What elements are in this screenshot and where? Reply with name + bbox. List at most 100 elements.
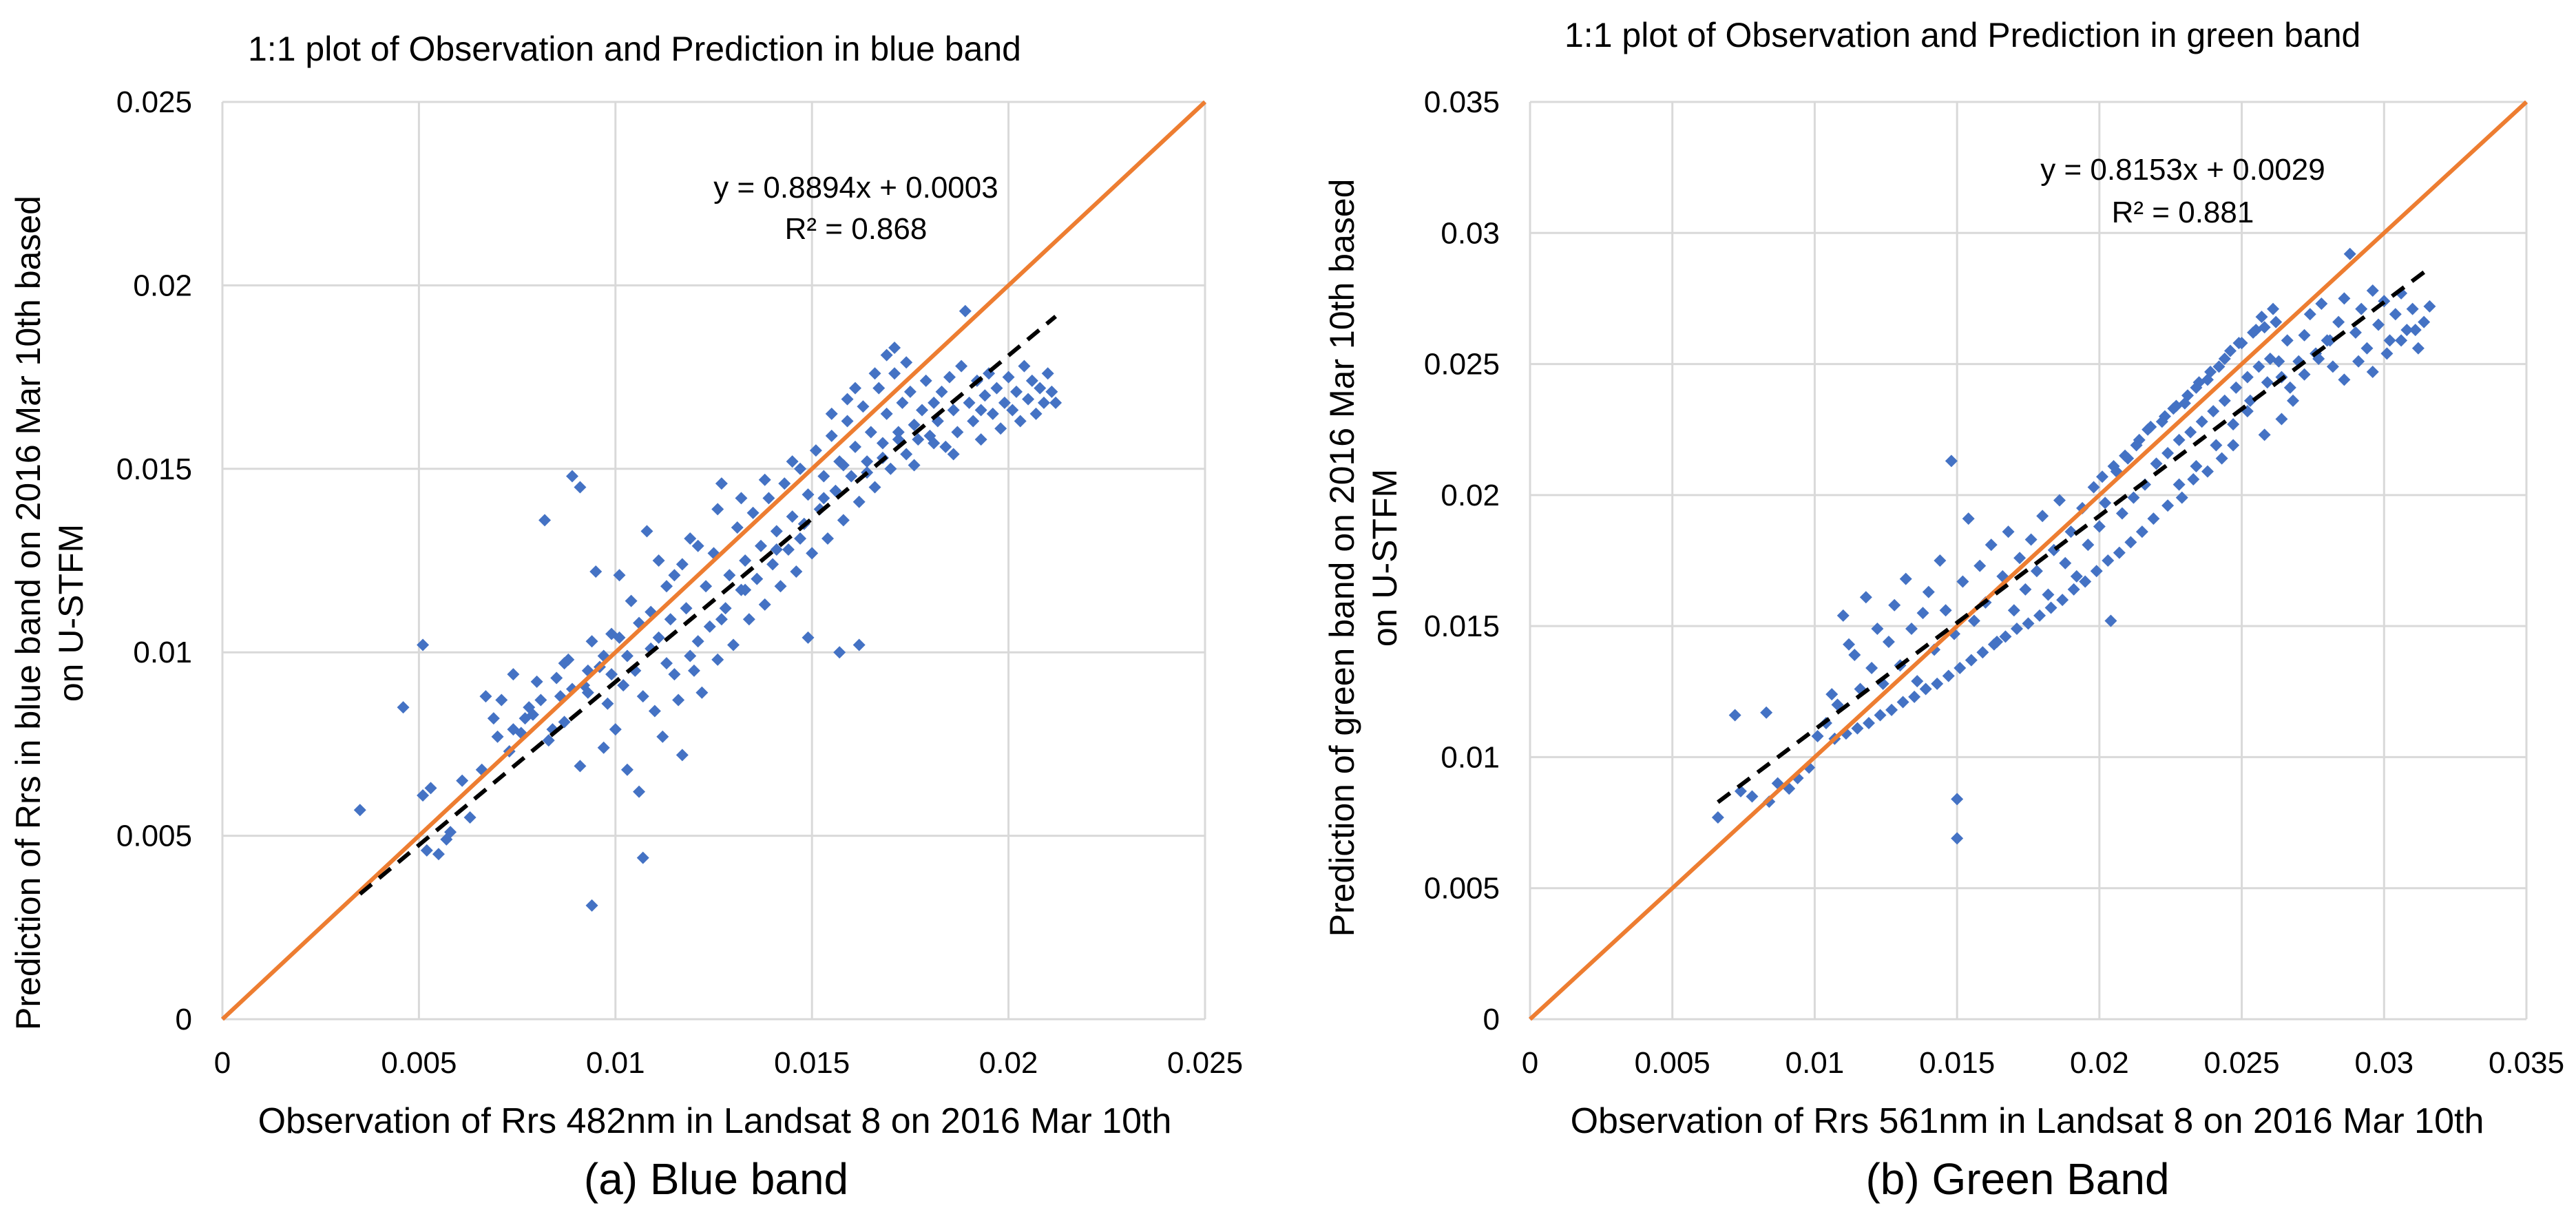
data-point bbox=[2033, 609, 2046, 622]
data-point bbox=[1956, 575, 1969, 588]
data-point bbox=[994, 422, 1007, 435]
data-point bbox=[821, 532, 835, 545]
data-point bbox=[2243, 394, 2256, 407]
data-point bbox=[2250, 324, 2263, 337]
data-point bbox=[1962, 512, 1975, 525]
data-point bbox=[2056, 594, 2069, 607]
data-point bbox=[892, 426, 905, 439]
data-point bbox=[2227, 418, 2240, 431]
data-point bbox=[620, 763, 633, 776]
data-point bbox=[1865, 662, 1878, 675]
data-point bbox=[2104, 614, 2117, 627]
data-point bbox=[2298, 368, 2311, 381]
y-tick-label: 0.005 bbox=[116, 820, 192, 853]
data-point bbox=[955, 359, 968, 373]
data-point bbox=[417, 789, 430, 802]
data-point bbox=[2150, 457, 2163, 470]
data-point bbox=[691, 635, 704, 648]
data-point bbox=[825, 429, 838, 442]
data-point bbox=[2067, 583, 2080, 596]
data-point bbox=[2115, 507, 2128, 520]
data-point bbox=[538, 514, 552, 527]
data-point bbox=[507, 723, 520, 736]
data-point bbox=[2207, 405, 2220, 418]
data-point bbox=[790, 565, 803, 578]
data-point bbox=[786, 510, 799, 523]
data-point bbox=[676, 558, 689, 571]
data-point bbox=[2303, 308, 2316, 321]
data-point bbox=[574, 481, 587, 494]
y-tick-label: 0.035 bbox=[1424, 85, 1500, 119]
data-point bbox=[652, 631, 665, 644]
data-point bbox=[2380, 347, 2394, 360]
data-point bbox=[2332, 315, 2345, 328]
data-point bbox=[687, 664, 700, 677]
data-point bbox=[868, 481, 881, 494]
data-point bbox=[2230, 381, 2243, 394]
data-point bbox=[2087, 481, 2100, 494]
data-point bbox=[2142, 423, 2155, 436]
tick-labels: 0 0.005 0.01 0.015 0.02 0.025 0 0.005 0.01 0.015 0… bbox=[116, 85, 1243, 1080]
data-point bbox=[660, 580, 673, 593]
data-point bbox=[888, 341, 901, 354]
data-point bbox=[872, 382, 886, 395]
data-point bbox=[353, 804, 366, 817]
data-point bbox=[1711, 811, 1724, 824]
data-point bbox=[2366, 284, 2379, 298]
data-point bbox=[2352, 355, 2365, 368]
data-point bbox=[2261, 376, 2274, 389]
data-point bbox=[625, 594, 638, 607]
data-point bbox=[2349, 326, 2362, 339]
data-point bbox=[2227, 439, 2240, 452]
data-point bbox=[1934, 554, 1947, 567]
data-point bbox=[1848, 649, 1861, 662]
data-point bbox=[809, 444, 822, 457]
data-point bbox=[1025, 374, 1038, 387]
data-point bbox=[2315, 298, 2328, 311]
data-point bbox=[684, 532, 697, 545]
y-tick-label: 0.03 bbox=[1441, 216, 1500, 250]
data-point bbox=[2024, 533, 2038, 546]
data-point bbox=[479, 690, 492, 703]
data-point bbox=[1862, 716, 1875, 729]
data-point bbox=[566, 470, 579, 483]
chart-green-band: 1:1 plot of Observation and Prediction i… bbox=[1424, 16, 2564, 1141]
data-point bbox=[2210, 439, 2223, 452]
data-point bbox=[2215, 452, 2228, 465]
data-point bbox=[680, 602, 693, 615]
data-point bbox=[444, 826, 457, 839]
data-point bbox=[2042, 588, 2055, 601]
data-point bbox=[1734, 784, 1747, 797]
data-point bbox=[986, 407, 999, 420]
data-point bbox=[2343, 247, 2356, 260]
data-point bbox=[507, 668, 520, 681]
data-point bbox=[2323, 334, 2336, 347]
caption-panel-b: (b) Green Band bbox=[1865, 1154, 2170, 1204]
x-tick-label: 0.03 bbox=[2354, 1046, 2413, 1080]
y-tick-label: 0.02 bbox=[133, 269, 192, 302]
data-point bbox=[2064, 525, 2077, 539]
data-point bbox=[2099, 497, 2112, 510]
data-point bbox=[2383, 334, 2396, 347]
data-point bbox=[2124, 536, 2137, 549]
data-point bbox=[1836, 609, 1850, 622]
data-point bbox=[2395, 334, 2408, 347]
data-point bbox=[2281, 334, 2294, 347]
data-point bbox=[1896, 696, 1909, 709]
data-point bbox=[2082, 539, 2095, 552]
data-point bbox=[852, 638, 866, 651]
data-point bbox=[817, 470, 830, 483]
data-point bbox=[758, 473, 771, 486]
data-point bbox=[2258, 428, 2271, 441]
data-point bbox=[2161, 446, 2175, 459]
data-point bbox=[852, 495, 866, 508]
x-tick-label: 0 bbox=[214, 1046, 231, 1080]
y-axis-label-line-2: on U-STFM bbox=[52, 524, 90, 702]
x-tick-label: 0.02 bbox=[979, 1046, 1038, 1080]
data-point bbox=[2218, 352, 2231, 365]
data-point bbox=[735, 492, 748, 505]
x-tick-label: 0.025 bbox=[1167, 1046, 1243, 1080]
data-point bbox=[668, 668, 681, 681]
data-point bbox=[1899, 572, 1912, 585]
data-point bbox=[2270, 315, 2283, 328]
